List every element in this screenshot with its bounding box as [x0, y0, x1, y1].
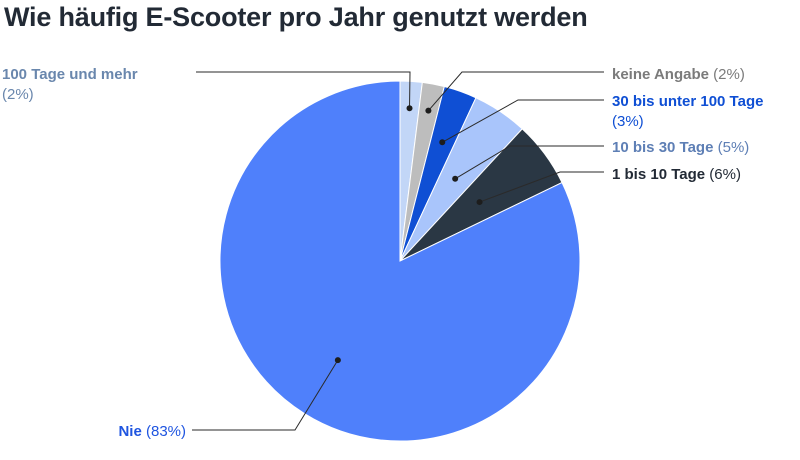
chart-title: Wie häufig E-Scooter pro Jahr genutzt we…	[4, 2, 588, 32]
slice-label-percent: (5%)	[713, 139, 749, 156]
leader-dot-10-bis-30-tage	[452, 175, 459, 182]
leader-line-10-bis-30-tage	[454, 145, 604, 180]
slice-label-percent: (6%)	[705, 166, 741, 183]
leader-dot-30-bis-unter-100-tage	[439, 139, 446, 146]
leader-dot-1-bis-10-tage	[476, 199, 483, 206]
slice-label-name: 1 bis 10 Tage	[612, 166, 705, 183]
slice-label-percent: (3%)	[612, 113, 644, 130]
slice-label-100-tage-und-mehr: 100 Tage und mehr (2%)	[2, 66, 138, 103]
slice-label-percent: (2%)	[709, 66, 745, 83]
leader-line-30-bis-unter-100-tage	[442, 99, 604, 143]
slice-label-nie: Nie (83%)	[118, 423, 186, 440]
slice-label-keine-angabe: keine Angabe (2%)	[612, 66, 745, 83]
slice-label-name: 10 bis 30 Tage	[612, 139, 713, 156]
slice-label-name: 100 Tage und mehr	[2, 66, 138, 83]
slice-label-percent: (83%)	[142, 423, 186, 440]
leader-dot-nie	[334, 357, 341, 364]
leader-line-keine-angabe	[428, 71, 604, 111]
leader-dot-100-tage-und-mehr	[406, 105, 413, 112]
slice-label-percent: (2%)	[2, 86, 34, 103]
slice-label-name: Nie	[118, 423, 141, 440]
slice-label-name: keine Angabe	[612, 66, 709, 83]
pie-slices	[219, 80, 581, 442]
pie-slice-nie	[219, 80, 581, 442]
slice-label-30-bis-unter-100-tage: 30 bis unter 100 Tage (3%)	[612, 93, 763, 130]
leader-dot-keine-angabe	[425, 107, 432, 114]
leader-line-nie	[192, 359, 339, 431]
slice-label-10-bis-30-tage: 10 bis 30 Tage (5%)	[612, 139, 749, 156]
slice-label-1-bis-10-tage: 1 bis 10 Tage (6%)	[612, 166, 741, 183]
leader-line-100-tage-und-mehr	[196, 71, 411, 109]
leader-line-1-bis-10-tage	[479, 171, 604, 203]
leader-lines	[192, 71, 604, 431]
slice-label-name: 30 bis unter 100 Tage	[612, 93, 763, 110]
slice-labels: 100 Tage und mehr (2%)keine Angabe (2%)30…	[2, 66, 763, 440]
